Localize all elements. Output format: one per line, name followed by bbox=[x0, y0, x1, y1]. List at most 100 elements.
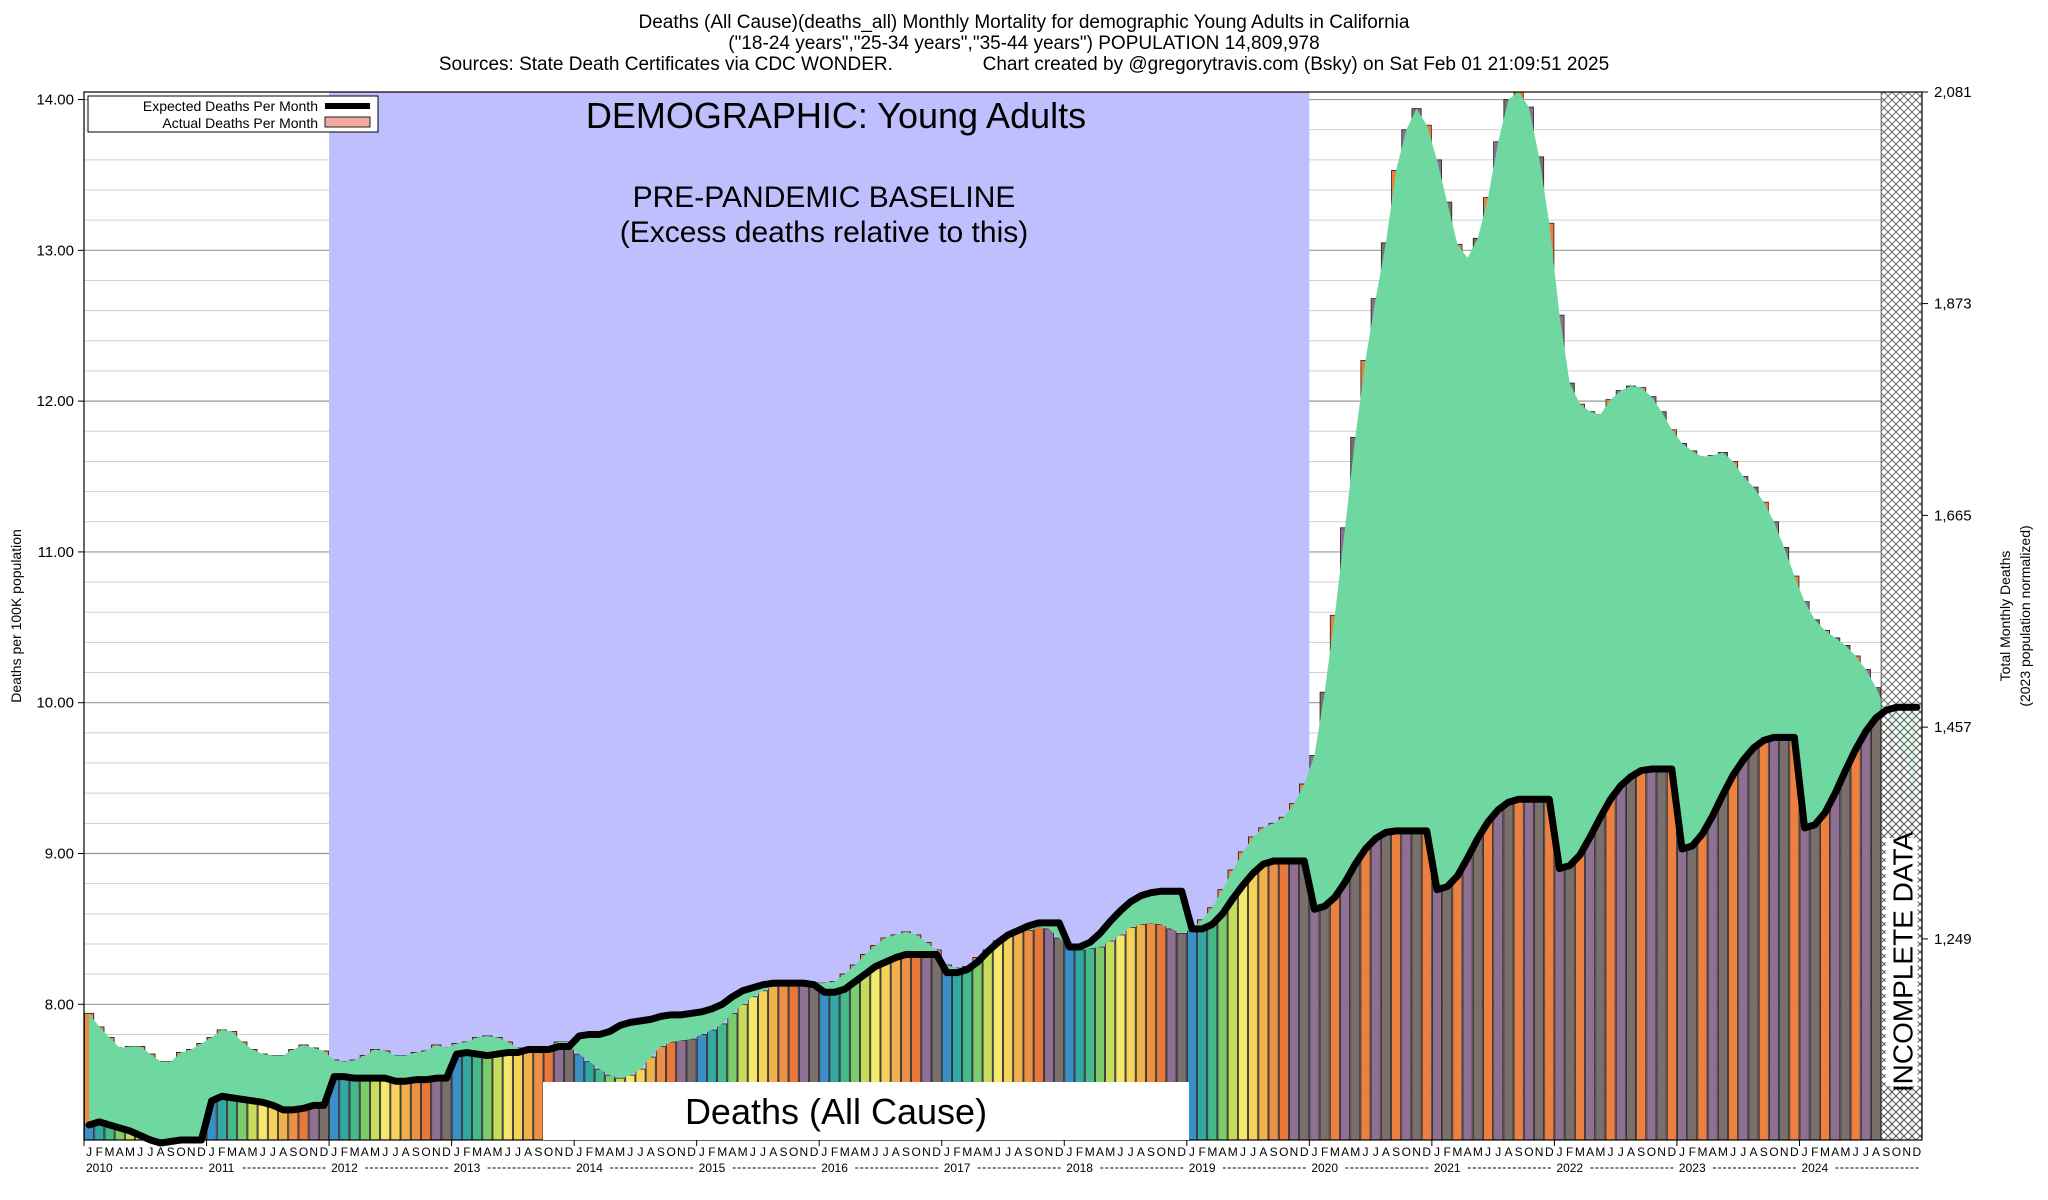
month-label: M bbox=[1350, 1145, 1360, 1159]
month-label: S bbox=[1515, 1145, 1523, 1159]
annotation-incomplete-data: INCOMPLETE DATA bbox=[1888, 832, 1919, 1093]
month-label: O bbox=[1157, 1145, 1166, 1159]
incomplete-label-box bbox=[1885, 838, 1918, 1086]
month-label: A bbox=[1096, 1145, 1104, 1159]
month-label: M bbox=[1105, 1145, 1115, 1159]
y2-tick-label: 1,665 bbox=[1934, 507, 1972, 524]
month-label: A bbox=[1014, 1145, 1022, 1159]
month-label: J bbox=[454, 1145, 460, 1159]
month-label: A bbox=[361, 1145, 369, 1159]
month-label: A bbox=[1341, 1145, 1349, 1159]
month-label: J bbox=[1117, 1145, 1123, 1159]
year-label: 2012 bbox=[331, 1161, 358, 1175]
month-label: J bbox=[270, 1145, 276, 1159]
month-label: M bbox=[125, 1145, 135, 1159]
month-label: S bbox=[1392, 1145, 1400, 1159]
month-label: J bbox=[1066, 1145, 1072, 1159]
month-label: F bbox=[341, 1145, 348, 1159]
month-label: N bbox=[1412, 1145, 1421, 1159]
month-label: D bbox=[1177, 1145, 1186, 1159]
y-tick-label: 10.00 bbox=[36, 695, 74, 712]
chart-title-line-2: ("18-24 years","25-34 years","35-44 year… bbox=[728, 33, 1320, 54]
month-label: A bbox=[1872, 1145, 1880, 1159]
month-label: M bbox=[860, 1145, 870, 1159]
month-label: O bbox=[176, 1145, 185, 1159]
month-label: M bbox=[1840, 1145, 1850, 1159]
month-label: J bbox=[147, 1145, 153, 1159]
month-label: S bbox=[902, 1145, 910, 1159]
y-axis-label: Deaths per 100K population bbox=[8, 529, 24, 703]
chart-title-line-3: Sources: State Death Certificates via CD… bbox=[438, 54, 1610, 75]
year-label: 2022 bbox=[1556, 1161, 1583, 1175]
month-label: S bbox=[167, 1145, 175, 1159]
year-label: 2016 bbox=[821, 1161, 848, 1175]
month-label: D bbox=[810, 1145, 819, 1159]
month-label: J bbox=[392, 1145, 398, 1159]
y-tick-label: 12.00 bbox=[36, 393, 74, 410]
bar-actual bbox=[512, 1047, 523, 1141]
month-label: F bbox=[586, 1145, 593, 1159]
month-label: M bbox=[1085, 1145, 1095, 1159]
month-label: D bbox=[1790, 1145, 1799, 1159]
bar-actual bbox=[1227, 869, 1238, 1141]
month-label: F bbox=[953, 1145, 960, 1159]
month-label: M bbox=[615, 1145, 625, 1159]
y-tick-label: 8.00 bbox=[45, 996, 74, 1013]
month-label: A bbox=[1382, 1145, 1390, 1159]
y-tick-label: 11.00 bbox=[38, 544, 74, 561]
month-label: J bbox=[1373, 1145, 1379, 1159]
month-label: O bbox=[1524, 1145, 1533, 1159]
month-label: F bbox=[1321, 1145, 1328, 1159]
year-label: 2023 bbox=[1679, 1161, 1706, 1175]
month-label: J bbox=[1485, 1145, 1491, 1159]
month-label: A bbox=[1627, 1145, 1635, 1159]
month-label: D bbox=[1422, 1145, 1431, 1159]
month-label: J bbox=[86, 1145, 92, 1159]
month-label: A bbox=[1137, 1145, 1145, 1159]
month-label: J bbox=[638, 1145, 644, 1159]
month-label: F bbox=[708, 1145, 715, 1159]
month-label: S bbox=[1760, 1145, 1768, 1159]
month-label: M bbox=[370, 1145, 380, 1159]
month-label: O bbox=[1279, 1145, 1288, 1159]
month-label: J bbox=[137, 1145, 143, 1159]
year-label: 2011 bbox=[209, 1161, 235, 1175]
month-label: J bbox=[750, 1145, 756, 1159]
month-label: S bbox=[412, 1145, 420, 1159]
month-label: A bbox=[524, 1145, 532, 1159]
month-label: F bbox=[1076, 1145, 1083, 1159]
month-label: A bbox=[1219, 1145, 1227, 1159]
month-label: M bbox=[738, 1145, 748, 1159]
y2-tick-label: 1,249 bbox=[1934, 931, 1972, 948]
month-label: M bbox=[1228, 1145, 1238, 1159]
month-label: A bbox=[851, 1145, 859, 1159]
month-label: M bbox=[1330, 1145, 1340, 1159]
month-label: J bbox=[1189, 1145, 1195, 1159]
month-label: A bbox=[728, 1145, 736, 1159]
bar-actual bbox=[1268, 822, 1279, 1141]
month-label: M bbox=[962, 1145, 972, 1159]
month-label: N bbox=[554, 1145, 563, 1159]
month-label: S bbox=[779, 1145, 787, 1159]
month-label: M bbox=[1595, 1145, 1605, 1159]
month-label: O bbox=[1034, 1145, 1043, 1159]
annotation-deaths-label: Deaths (All Cause) bbox=[685, 1091, 987, 1132]
bar-actual bbox=[502, 1041, 513, 1141]
month-label: N bbox=[800, 1145, 809, 1159]
month-label: J bbox=[1005, 1145, 1011, 1159]
month-label: A bbox=[116, 1145, 124, 1159]
month-label: M bbox=[1452, 1145, 1462, 1159]
y2-axis-sublabel: (2023 population normalized) bbox=[2017, 525, 2033, 706]
month-label: D bbox=[687, 1145, 696, 1159]
deaths-label-box bbox=[543, 1082, 1189, 1140]
legend-label-expected: Expected Deaths Per Month bbox=[143, 98, 318, 114]
month-label: N bbox=[1535, 1145, 1544, 1159]
y-tick-label: 13.00 bbox=[36, 242, 74, 259]
year-label: 2010 bbox=[86, 1161, 113, 1175]
month-label: D bbox=[1300, 1145, 1309, 1159]
month-label: M bbox=[472, 1145, 482, 1159]
month-label: N bbox=[187, 1145, 196, 1159]
bar-actual bbox=[1258, 827, 1269, 1141]
month-label: J bbox=[1240, 1145, 1246, 1159]
month-label: O bbox=[912, 1145, 921, 1159]
